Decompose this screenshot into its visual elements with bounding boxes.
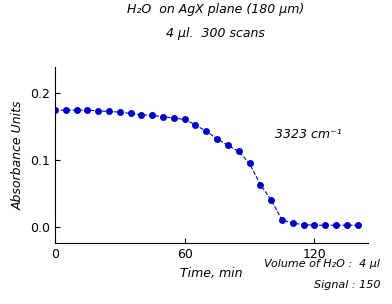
Text: Volume of H₂O :  4 μl: Volume of H₂O : 4 μl <box>264 259 380 269</box>
Text: Signal : 150: Signal : 150 <box>314 280 380 290</box>
Y-axis label: Absorbance Units: Absorbance Units <box>11 100 24 210</box>
Text: 4 μl.  300 scans: 4 μl. 300 scans <box>166 27 265 40</box>
X-axis label: Time, min: Time, min <box>180 267 243 280</box>
Text: H₂O  on AgX plane (180 μm): H₂O on AgX plane (180 μm) <box>127 3 304 16</box>
Text: 3323 cm⁻¹: 3323 cm⁻¹ <box>276 128 342 141</box>
